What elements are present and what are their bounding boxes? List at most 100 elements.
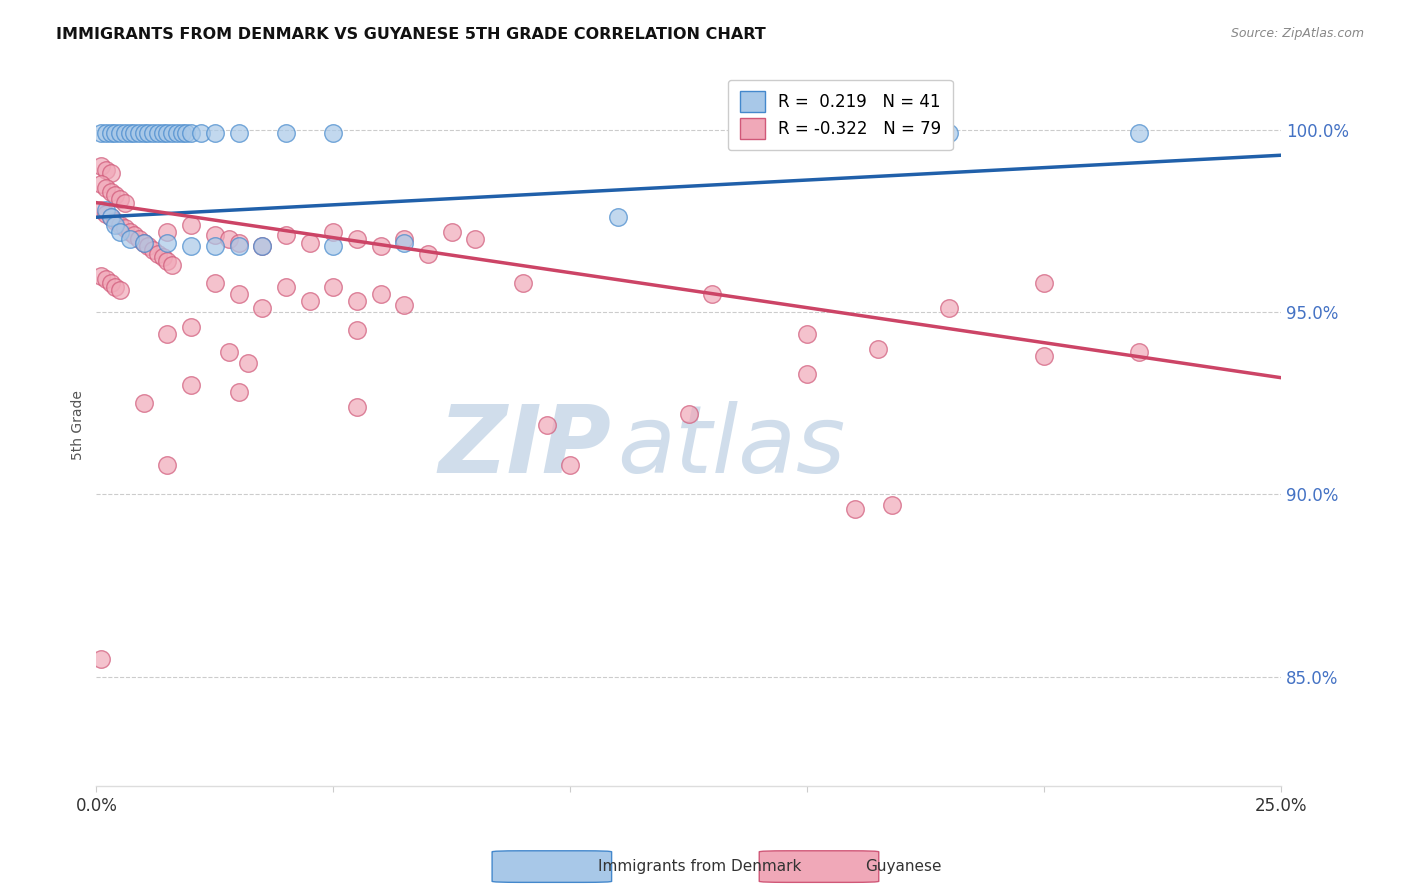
Point <box>796 367 818 381</box>
Point <box>394 298 416 312</box>
Point <box>298 294 321 309</box>
Point <box>322 279 344 293</box>
Point <box>868 342 890 356</box>
Point <box>94 202 117 217</box>
Point <box>228 235 250 250</box>
Point <box>394 235 416 250</box>
Point <box>156 126 179 140</box>
Point <box>100 185 122 199</box>
Point <box>416 246 439 260</box>
Point <box>170 126 193 140</box>
Point <box>90 159 112 173</box>
Point <box>176 126 198 140</box>
Point <box>108 126 131 140</box>
Point <box>180 239 202 253</box>
Point <box>180 319 202 334</box>
Point <box>118 232 141 246</box>
Point <box>322 239 344 253</box>
Point <box>1033 349 1056 363</box>
Point <box>606 211 628 225</box>
Point <box>218 345 240 359</box>
Point <box>702 286 724 301</box>
Point <box>146 246 169 260</box>
Point <box>90 126 112 140</box>
Y-axis label: 5th Grade: 5th Grade <box>72 390 86 460</box>
Point <box>100 276 122 290</box>
Point <box>108 218 131 232</box>
Point <box>882 499 904 513</box>
Point <box>204 276 226 290</box>
Point <box>108 192 131 206</box>
Point <box>90 178 112 192</box>
Point <box>160 258 183 272</box>
Point <box>236 356 259 370</box>
Point <box>114 195 136 210</box>
Point <box>104 188 127 202</box>
Point <box>536 418 558 433</box>
Point <box>152 251 174 265</box>
Point <box>370 239 392 253</box>
Point <box>160 126 183 140</box>
Point <box>166 126 188 140</box>
Point <box>90 202 112 217</box>
Point <box>132 235 155 250</box>
Point <box>132 126 155 140</box>
Text: Guyanese: Guyanese <box>865 859 941 874</box>
Point <box>104 218 127 232</box>
Point <box>1033 276 1056 290</box>
Point <box>218 232 240 246</box>
Point <box>100 126 122 140</box>
Point <box>228 385 250 400</box>
Point <box>104 126 127 140</box>
Point <box>274 279 297 293</box>
Point <box>346 400 368 414</box>
Text: Source: ZipAtlas.com: Source: ZipAtlas.com <box>1230 27 1364 40</box>
Point <box>464 232 486 246</box>
Point <box>274 228 297 243</box>
Point <box>250 239 273 253</box>
Point <box>180 218 202 232</box>
Point <box>146 126 169 140</box>
Point <box>94 181 117 195</box>
Point <box>152 126 174 140</box>
Point <box>156 235 179 250</box>
Text: IMMIGRANTS FROM DENMARK VS GUYANESE 5TH GRADE CORRELATION CHART: IMMIGRANTS FROM DENMARK VS GUYANESE 5TH … <box>56 27 766 42</box>
Point <box>796 326 818 341</box>
Point <box>94 162 117 177</box>
Point <box>274 126 297 140</box>
Point <box>180 126 202 140</box>
Point <box>250 239 273 253</box>
Point <box>132 396 155 410</box>
Point <box>138 239 160 253</box>
Text: Immigrants from Denmark: Immigrants from Denmark <box>598 859 801 874</box>
Point <box>346 294 368 309</box>
Text: ZIP: ZIP <box>439 401 612 492</box>
Point <box>298 235 321 250</box>
Point <box>440 225 463 239</box>
Point <box>156 326 179 341</box>
Point <box>138 126 160 140</box>
Point <box>156 254 179 268</box>
Point <box>118 126 141 140</box>
Text: atlas: atlas <box>617 401 846 492</box>
Point <box>114 221 136 235</box>
Point <box>90 651 112 665</box>
Point <box>100 166 122 180</box>
Point <box>844 502 866 516</box>
Point <box>118 225 141 239</box>
Point <box>108 283 131 297</box>
Point <box>100 211 122 225</box>
Point <box>394 232 416 246</box>
Point <box>108 225 131 239</box>
Point <box>104 214 127 228</box>
Point <box>938 301 960 316</box>
Point <box>322 225 344 239</box>
Point <box>94 272 117 286</box>
FancyBboxPatch shape <box>492 851 612 882</box>
Point <box>228 239 250 253</box>
Point <box>132 235 155 250</box>
Point <box>142 126 165 140</box>
Point <box>114 126 136 140</box>
Point <box>190 126 212 140</box>
Point <box>142 243 165 257</box>
